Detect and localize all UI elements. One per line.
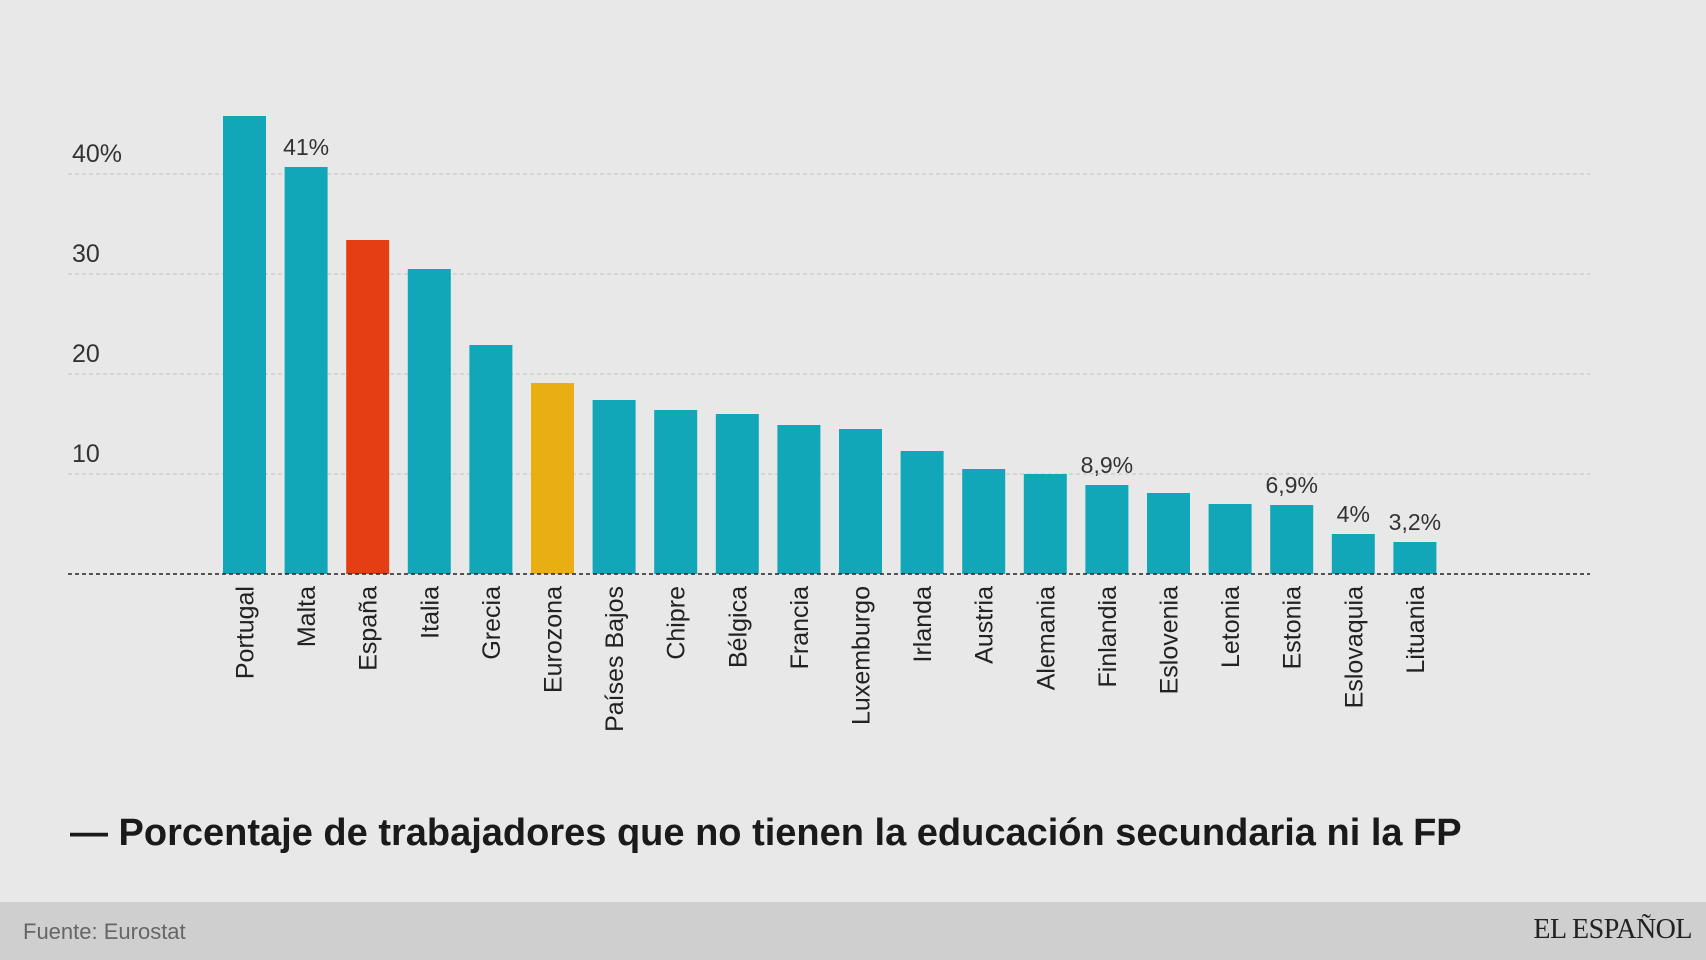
category-label: Portugal — [232, 586, 260, 679]
category-label: Irlanda — [909, 586, 937, 663]
bar — [900, 451, 944, 574]
source-text: Fuente: Eurostat — [23, 919, 186, 944]
bar-chart: 10 20 30 40% Portugal 41% Malta España Italia Gre… — [68, 116, 1590, 732]
category-label: Letonia — [1217, 586, 1245, 668]
category-label: Chipre — [663, 586, 691, 660]
publisher-logo: EL ESPAÑOL — [1533, 914, 1692, 945]
bar — [715, 414, 759, 574]
category-label: Eslovenia — [1156, 586, 1184, 694]
category-label: Alemania — [1032, 586, 1060, 690]
bar — [1208, 504, 1252, 574]
data-label: 4% — [1337, 501, 1370, 527]
data-label: 41% — [283, 134, 329, 160]
chart-title: — Porcentaje de trabajadores que no tien… — [70, 812, 1462, 854]
bar — [407, 269, 451, 574]
category-label: Malta — [293, 586, 321, 647]
bar — [1085, 485, 1129, 574]
category-label: Finlandia — [1094, 586, 1122, 688]
bar — [1023, 474, 1067, 574]
y-tick-label: 10 — [72, 440, 100, 468]
bar — [592, 400, 636, 574]
data-label: 6,9% — [1265, 472, 1317, 498]
category-label: Estonia — [1279, 586, 1307, 669]
category-label: España — [355, 586, 383, 671]
category-label: Lituania — [1402, 586, 1430, 674]
bar — [1331, 534, 1375, 574]
category-label: Bélgica — [724, 586, 752, 668]
footer: Fuente: Eurostat EL ESPAÑOL — [0, 902, 1706, 960]
bar — [777, 425, 821, 574]
y-tick-label: 40% — [72, 140, 122, 168]
category-label: Países Bajos — [601, 586, 629, 732]
y-tick-label: 30 — [72, 240, 100, 268]
category-label: Austria — [971, 586, 999, 664]
bar — [284, 167, 328, 574]
bar — [962, 469, 1006, 574]
category-label: Francia — [786, 586, 814, 669]
y-tick-label: 20 — [72, 340, 100, 368]
bar — [1147, 493, 1190, 574]
bar — [654, 410, 698, 574]
category-label: Eurozona — [540, 586, 568, 693]
bar — [531, 383, 574, 574]
category-label: Italia — [416, 586, 444, 639]
bar — [1270, 505, 1314, 574]
bar — [1393, 542, 1437, 574]
category-label: Luxemburgo — [848, 586, 876, 725]
bar — [469, 345, 513, 574]
category-label: Grecia — [478, 586, 506, 660]
category-label: Eslovaquia — [1340, 586, 1368, 708]
data-label: 3,2% — [1389, 509, 1441, 535]
bar — [223, 116, 266, 574]
data-label: 8,9% — [1081, 452, 1133, 478]
bar — [839, 429, 882, 574]
bar — [346, 240, 390, 574]
